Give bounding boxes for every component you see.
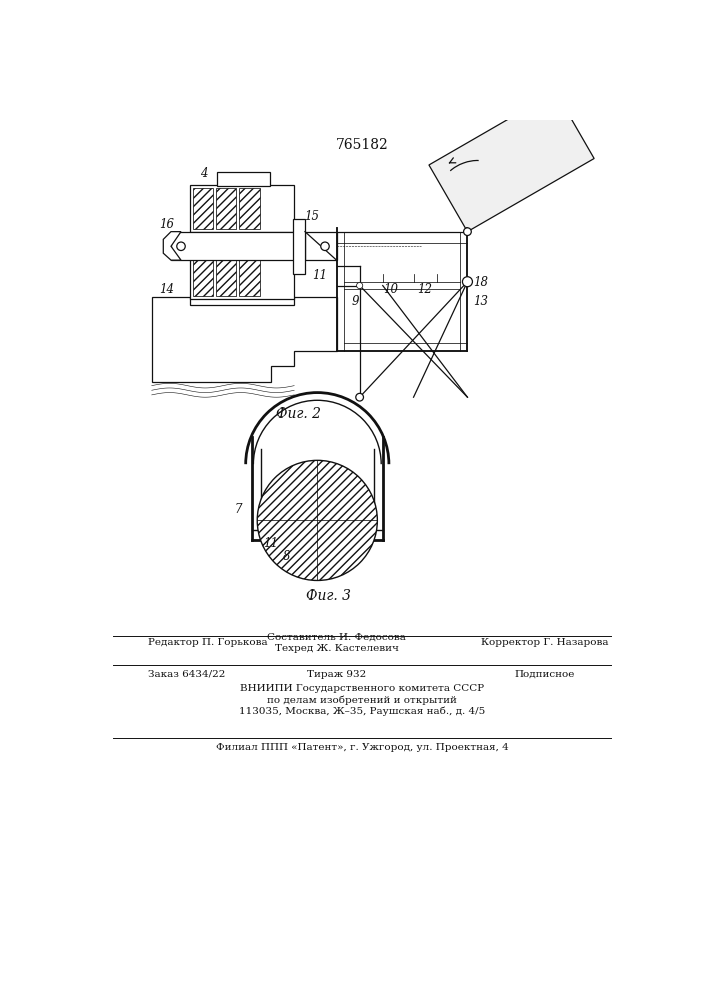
Bar — [356, 522, 373, 536]
Text: по делам изобретений и открытий: по делам изобретений и открытий — [267, 695, 457, 705]
Text: ВНИИПИ Государственного комитета СССР: ВНИИПИ Государственного комитета СССР — [240, 684, 484, 693]
Text: Заказ 6434/22: Заказ 6434/22 — [148, 670, 226, 679]
Text: Фиг. 2: Фиг. 2 — [276, 407, 320, 421]
Bar — [216, 255, 236, 296]
Text: 12: 12 — [418, 283, 433, 296]
Text: 14: 14 — [160, 283, 175, 296]
Bar — [192, 255, 214, 296]
Circle shape — [321, 242, 329, 251]
Text: 15: 15 — [304, 210, 319, 223]
Bar — [261, 522, 278, 536]
Text: 7: 7 — [234, 503, 242, 516]
Text: 765182: 765182 — [336, 138, 388, 152]
Text: 10: 10 — [383, 283, 398, 296]
Text: Тираж 932: Тираж 932 — [307, 670, 366, 679]
Text: Корректор Г. Назарова: Корректор Г. Назарова — [481, 638, 608, 647]
Text: 8: 8 — [283, 550, 290, 563]
Polygon shape — [305, 232, 337, 260]
Text: Составитель И. Федосова: Составитель И. Федосова — [267, 633, 406, 642]
Polygon shape — [152, 297, 337, 382]
Bar — [239, 188, 259, 229]
Bar — [171, 232, 298, 260]
Text: 18: 18 — [474, 276, 489, 289]
Circle shape — [356, 282, 363, 289]
Bar — [293, 219, 305, 274]
Bar — [239, 255, 259, 296]
Text: 113035, Москва, Ж–35, Раушская наб., д. 4/5: 113035, Москва, Ж–35, Раушская наб., д. … — [239, 707, 485, 716]
Text: Техред Ж. Кастелевич: Техред Ж. Кастелевич — [274, 644, 399, 653]
Circle shape — [464, 228, 472, 235]
Circle shape — [356, 393, 363, 401]
Text: Редактор П. Горькова: Редактор П. Горькова — [148, 638, 267, 647]
Text: Подписное: Подписное — [514, 670, 575, 679]
Circle shape — [462, 277, 472, 287]
Bar — [190, 185, 294, 232]
Circle shape — [177, 242, 185, 251]
Bar — [192, 188, 214, 229]
Text: 16: 16 — [160, 218, 175, 231]
Bar — [190, 252, 294, 299]
Text: 11: 11 — [312, 269, 327, 282]
Text: 4: 4 — [200, 167, 208, 180]
Circle shape — [257, 460, 378, 580]
Text: 9: 9 — [352, 295, 360, 308]
Text: 11: 11 — [264, 537, 279, 550]
Text: Филиал ППП «Патент», г. Ужгород, ул. Проектная, 4: Филиал ППП «Патент», г. Ужгород, ул. Про… — [216, 743, 508, 752]
Text: 13: 13 — [474, 295, 489, 308]
Polygon shape — [429, 92, 594, 232]
Polygon shape — [163, 232, 181, 260]
Text: Фиг. 3: Фиг. 3 — [306, 589, 351, 603]
Bar — [216, 188, 236, 229]
Bar — [217, 172, 269, 186]
